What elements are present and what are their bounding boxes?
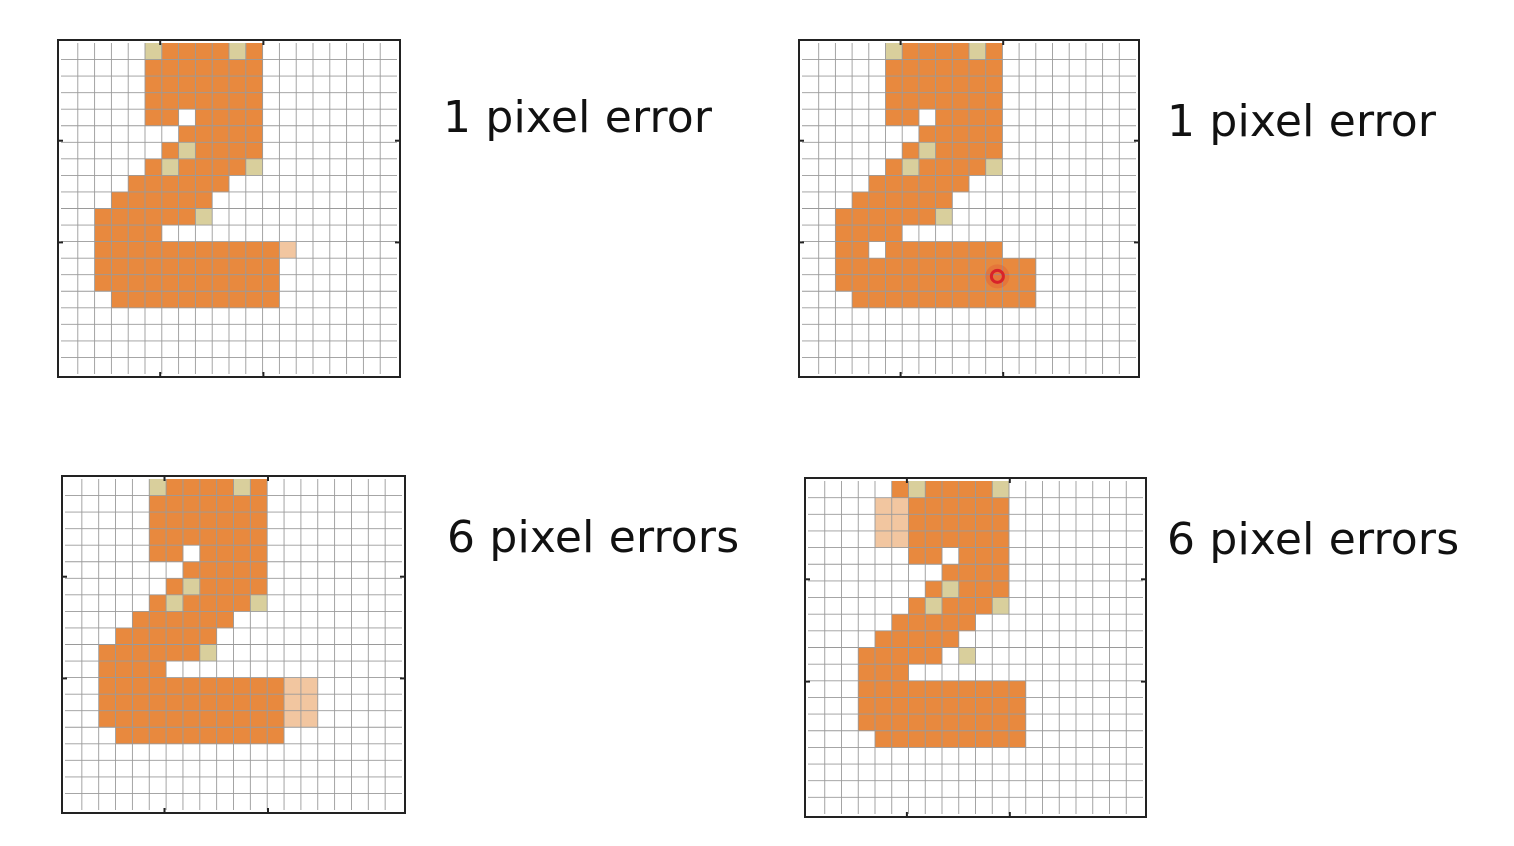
filled-pixel-run (918, 125, 1003, 143)
filled-pixel-run (98, 694, 285, 711)
panel-caption-bottom-right: 6 pixel errors (1167, 514, 1460, 565)
tan-pixel (250, 594, 268, 612)
filled-pixel-run (875, 630, 960, 648)
tan-pixel (885, 43, 903, 60)
filled-pixel-run (149, 495, 268, 513)
tan-pixel (925, 597, 943, 615)
filled-pixel-run (885, 92, 1003, 110)
tan-pixel (182, 578, 201, 596)
tan-pixel (969, 43, 986, 60)
filled-pixel-run (149, 512, 268, 529)
tan-pixel (145, 43, 163, 60)
panel-caption-top-left: 1 pixel error (443, 92, 713, 143)
pixel-grid-bottom-left (61, 475, 406, 814)
grid-frame (798, 39, 1140, 378)
tan-pixel (902, 158, 920, 176)
tan-pixel (149, 479, 167, 496)
filled-pixel-run (145, 92, 263, 110)
filled-pixel-run (891, 514, 1010, 532)
filled-pixel-run (94, 258, 280, 275)
pixel-grid-top-left (57, 39, 401, 378)
filled-pixel-run (858, 647, 943, 665)
filled-pixel-run (94, 274, 280, 292)
filled-pixel-run (145, 76, 263, 93)
filled-pixel-run (98, 710, 285, 728)
pixel-grid-top-right (798, 39, 1140, 378)
filled-pixel-run (891, 614, 976, 632)
cursor-highlight-icon (985, 264, 1010, 289)
tan-pixel (918, 142, 936, 160)
panel-caption-top-right: 1 pixel error (1167, 96, 1437, 147)
tan-pixel (935, 208, 953, 226)
tan-pixel (985, 158, 1003, 176)
grid-frame (57, 39, 401, 378)
filled-pixel-run (891, 530, 1010, 548)
tan-pixel (229, 43, 247, 60)
filled-pixel-run (891, 497, 1010, 515)
filled-pixel-run (925, 580, 1010, 598)
filled-pixel-run (94, 241, 280, 259)
pixel-grid-bottom-right (804, 477, 1147, 818)
tan-pixel (958, 647, 976, 665)
tan-pixel (908, 481, 926, 498)
tan-pixel (178, 142, 196, 160)
filled-pixel-run (908, 597, 993, 615)
error-pixel (279, 241, 297, 259)
cursor-ring-icon (989, 268, 1005, 284)
grid-frame (804, 477, 1147, 818)
filled-pixel-run (858, 664, 909, 682)
tan-pixel (992, 481, 1010, 498)
hole-pixel (868, 241, 886, 259)
filled-pixel-run (885, 76, 1003, 93)
filled-pixel-run (875, 730, 1027, 748)
grid-frame (61, 475, 406, 814)
tan-pixel (166, 594, 184, 612)
filled-pixel-run (98, 677, 285, 695)
tan-pixel (195, 208, 213, 226)
filled-pixel-run (178, 125, 263, 143)
filled-pixel-run (852, 291, 1037, 309)
tan-pixel (245, 158, 263, 176)
filled-pixel-run (885, 59, 1003, 77)
filled-pixel-run (149, 528, 268, 546)
filled-pixel-run (958, 547, 1010, 565)
filled-pixel-run (182, 561, 268, 579)
tan-pixel (992, 597, 1010, 615)
tan-pixel (199, 644, 217, 662)
tan-pixel (161, 158, 179, 176)
filled-pixel-run (145, 59, 263, 77)
tan-pixel (233, 479, 251, 496)
tan-pixel (942, 580, 960, 598)
panel-caption-bottom-left: 6 pixel errors (447, 512, 740, 563)
